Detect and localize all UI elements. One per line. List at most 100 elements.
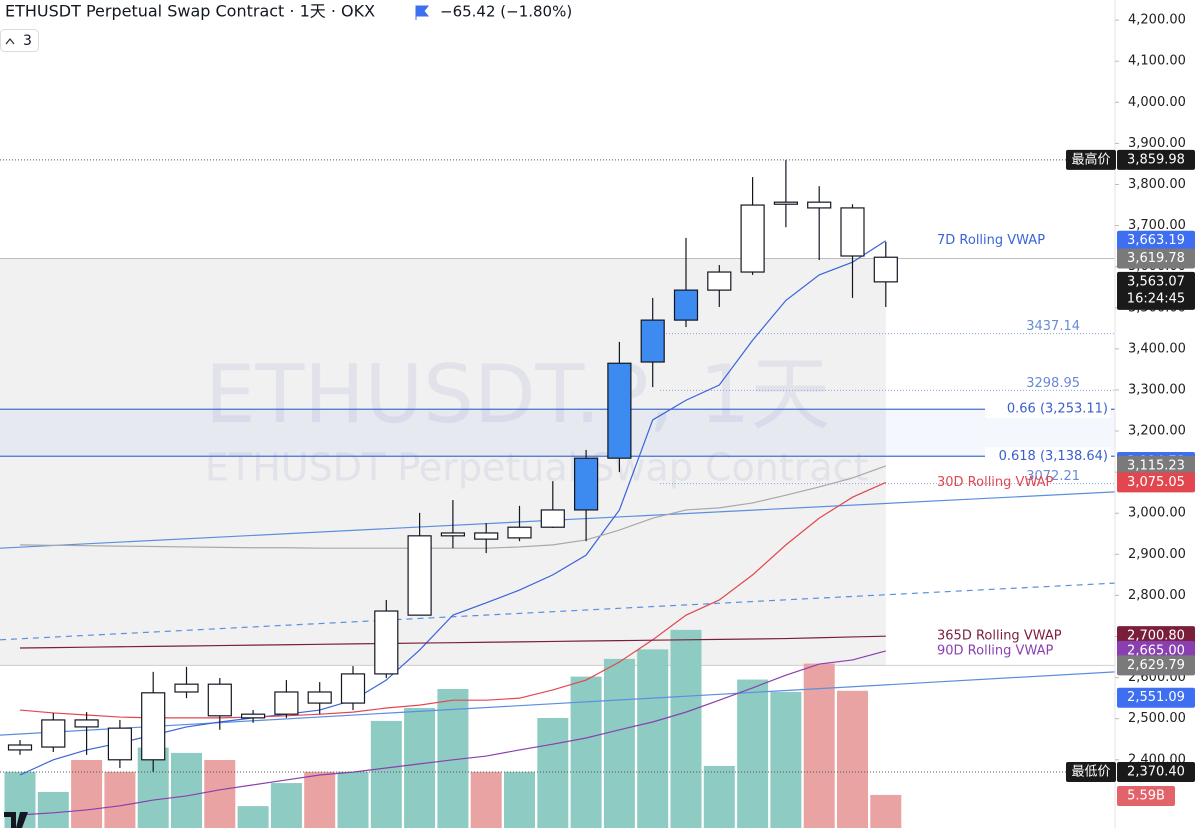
candle-body — [107, 727, 133, 761]
volume-bar — [370, 720, 402, 828]
price-tag — [1117, 248, 1195, 269]
volume-bar — [637, 649, 669, 828]
volume-bar — [37, 791, 69, 828]
price-tag-label: 3,859.98 — [1127, 152, 1185, 167]
price-tag — [1117, 655, 1195, 676]
candle-body — [141, 692, 166, 761]
price-tags: 最高价 3,859.98 3,663.19 3,619.78 3,563.07 16:24… — [0, 149, 1195, 806]
volume-tag-label: 5.59B — [1127, 788, 1165, 803]
y-tick-label: 3,800.00 — [1128, 177, 1186, 192]
volume-bar — [204, 759, 236, 828]
caption: 最高价 — [1071, 151, 1110, 167]
volume-bar — [803, 663, 835, 828]
candle-body — [640, 319, 665, 363]
price-tag-label: 2,665.00 — [1127, 643, 1185, 658]
candle-body — [374, 610, 399, 675]
volume-bar — [71, 759, 103, 828]
y-tick-label: 3,000.00 — [1128, 506, 1186, 521]
volume-bar — [537, 717, 569, 828]
chevron-icon — [5, 37, 15, 45]
price-tag-label: 3,115.23 — [1127, 458, 1185, 473]
candle-body — [207, 683, 232, 717]
candle-body — [707, 271, 732, 291]
indicator-count: 3 — [23, 33, 32, 49]
level-label: 3072.21 — [1026, 469, 1080, 484]
y-tick-label: 4,200.00 — [1128, 13, 1186, 28]
caption-bg — [1066, 149, 1116, 170]
indicator-line — [19, 635, 886, 649]
level-label: 3437.14 — [1026, 319, 1080, 334]
series-label: 30D Rolling VWAP — [937, 475, 1053, 490]
y-tick-label: 2,500.00 — [1128, 711, 1186, 726]
price-tag-label: 2,551.09 — [1127, 690, 1185, 705]
y-tick-label: 3,900.00 — [1128, 136, 1186, 151]
vwap-band — [0, 258, 886, 666]
fib-label: 0.618 (3,138.64) — [999, 449, 1108, 464]
candle-body — [241, 713, 266, 719]
volume-layer — [4, 629, 902, 828]
y-tick-label: 3,400.00 — [1128, 341, 1186, 356]
candles-layer — [7, 159, 898, 772]
price-tag — [1117, 271, 1195, 310]
y-tick-label: 3,700.00 — [1128, 218, 1186, 233]
price-tag-label: 3,075.05 — [1127, 475, 1185, 490]
series-label: 365D Rolling VWAP — [937, 629, 1062, 644]
candle-body — [74, 719, 99, 728]
volume-bar — [270, 783, 302, 828]
candle-body — [607, 362, 632, 459]
indicator-toggle[interactable] — [0, 29, 39, 52]
countdown: 16:24:45 — [1127, 291, 1185, 306]
fib-fill — [0, 409, 1115, 457]
price-tag — [1117, 149, 1195, 170]
logo — [4, 812, 28, 828]
trend-line — [0, 671, 1116, 736]
level-label: 3298.95 — [1026, 376, 1080, 391]
caption-bg — [1066, 761, 1116, 782]
price-tag-label: 3,563.07 — [1127, 274, 1185, 289]
price-tag — [1117, 761, 1195, 782]
volume-bar — [770, 691, 802, 828]
header: ETHUSDT Perpetual Swap Contract · 1天 · O… — [0, 0, 580, 52]
volume-bar — [404, 707, 436, 828]
volume-bar — [703, 765, 735, 828]
series-label: 7D Rolling VWAP — [937, 233, 1045, 248]
candle-body — [740, 204, 765, 273]
candle-body — [7, 744, 33, 751]
volume-bar — [237, 806, 269, 828]
price-tag-label: 2,700.80 — [1127, 629, 1185, 644]
candle-body — [407, 535, 432, 616]
volume-bar — [570, 676, 602, 828]
background — [0, 258, 1115, 666]
volume-bar — [870, 794, 902, 828]
candle-body — [174, 683, 199, 693]
candle-body — [340, 673, 366, 704]
caption: 最低价 — [1071, 764, 1110, 779]
price-change: −65.42 (−1.80%) — [440, 3, 572, 21]
price-tag-label: 2,370.40 — [1127, 764, 1185, 779]
y-tick-label: 4,100.00 — [1128, 54, 1186, 69]
flag-icon — [415, 5, 430, 20]
watermark: ETHUSDT.P, 1天 — [205, 348, 830, 441]
volume-bar — [603, 658, 635, 828]
y-tick-label: 2,900.00 — [1128, 547, 1186, 562]
fib-label-bg — [985, 400, 1111, 419]
candle-body — [673, 289, 699, 321]
candle-body — [573, 457, 599, 511]
price-tag — [1117, 472, 1195, 493]
volume-bar — [470, 771, 502, 828]
volume-bar — [504, 771, 535, 828]
candle-body — [807, 201, 832, 209]
symbol-title: ETHUSDT Perpetual Swap Contract · 1天 · O… — [5, 2, 375, 21]
candle-body — [41, 719, 66, 748]
volume-tag — [1117, 785, 1175, 806]
y-tick-label: 3,200.00 — [1128, 424, 1186, 439]
candle-body — [474, 532, 499, 540]
price-tag — [1117, 230, 1195, 251]
price-tag — [1117, 455, 1195, 476]
volume-bar — [670, 629, 702, 828]
volume-bar — [737, 679, 769, 828]
volume-bar — [304, 771, 336, 828]
candle-body — [440, 532, 465, 537]
candle-body — [507, 526, 532, 539]
